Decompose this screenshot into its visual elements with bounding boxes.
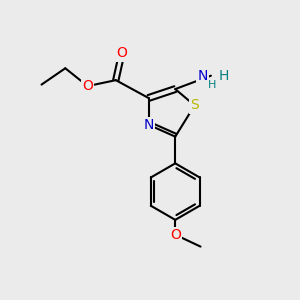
- Text: S: S: [190, 98, 199, 112]
- Text: O: O: [116, 46, 127, 60]
- Text: N: N: [198, 69, 208, 83]
- Text: H: H: [208, 80, 217, 90]
- Text: H: H: [219, 69, 230, 83]
- Text: O: O: [170, 228, 181, 242]
- Text: O: O: [82, 79, 93, 93]
- Text: N: N: [143, 118, 154, 132]
